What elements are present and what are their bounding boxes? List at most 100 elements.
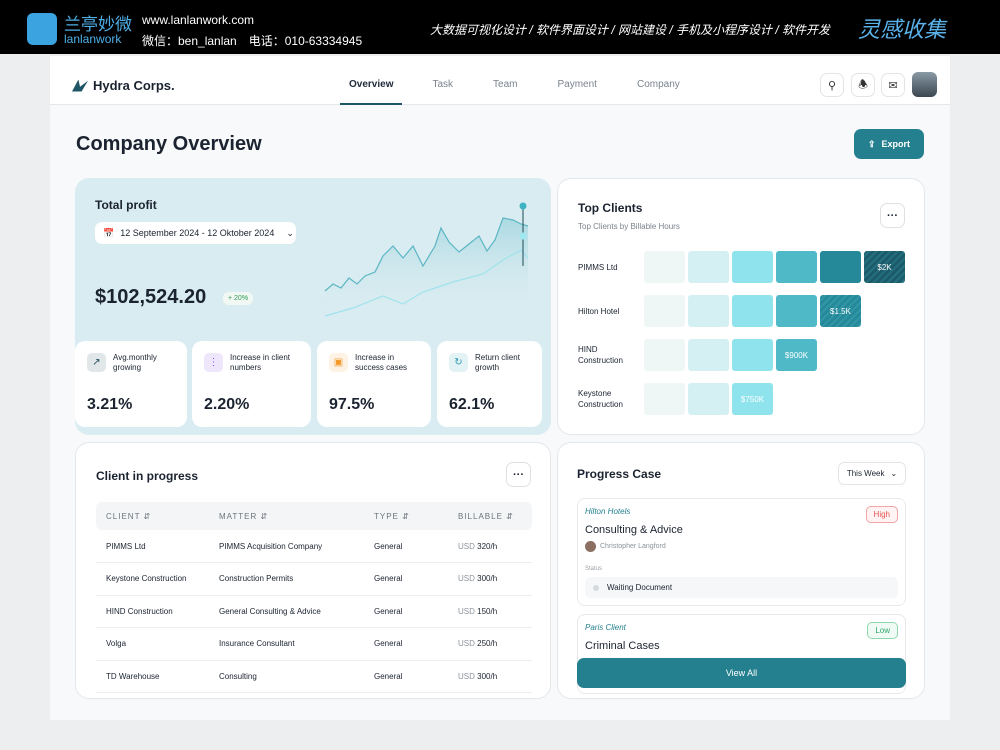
column-label: TYPE [374, 511, 399, 521]
stat-label: Avg.monthly growing [113, 353, 157, 372]
profit-amount: $102,524.20 [95, 286, 207, 308]
top-clients-card: Top Clients Top Clients by Billable Hour… [557, 178, 925, 435]
column-label: MATTER [219, 511, 258, 521]
heatmap-cell[interactable] [776, 295, 817, 327]
heatmap-cell[interactable] [644, 295, 685, 327]
heatmap-cell[interactable] [644, 251, 685, 283]
more-button[interactable]: ··· [880, 203, 905, 228]
heatmap-cell[interactable] [732, 339, 773, 371]
stat-value: 97.5% [329, 396, 375, 413]
rate: 250/h [477, 639, 498, 649]
page-title: Company Overview [76, 133, 262, 155]
cell-value: $750K [740, 394, 765, 404]
client-cell: Keystone Construction [96, 562, 209, 596]
heatmap-cell[interactable]: $750K [732, 383, 773, 415]
card-title: Progress Case [577, 467, 662, 481]
stat-card: ↻ Return client growth 62.1% [437, 341, 542, 427]
banner-logo [27, 13, 57, 45]
heatmap-row: PIMMS Ltd $2K [578, 251, 908, 283]
priority-badge: Low [867, 622, 898, 639]
table-row[interactable]: Volga Insurance Consultant General USD 250/… [96, 627, 532, 661]
assignee-name: Christopher Langford [600, 543, 666, 550]
heatmap-cell[interactable] [644, 339, 685, 371]
banner-services: 大数据可视化设计 / 软件界面设计 / 网站建设 / 手机及小程序设计 / 软件… [430, 23, 831, 37]
heatmap-cell[interactable] [820, 251, 861, 283]
total-profit-card: Total profit 📅 12 September 2024 - 12 Okt… [75, 178, 551, 435]
heatmap-cell[interactable] [732, 295, 773, 327]
card-subtitle: Top Clients by Billable Hours [578, 222, 680, 231]
rate: 300/h [477, 574, 498, 584]
tab-team[interactable]: Team [493, 79, 518, 90]
table-row[interactable]: HIND Construction General Consulting & Ad… [96, 595, 532, 628]
status-value: Waiting Document [607, 583, 673, 592]
billable-cell: USD 250/h [448, 627, 532, 661]
matter-cell: Construction Permits [209, 562, 364, 596]
stat-card: ↗ Avg.monthly growing 3.21% [75, 341, 187, 427]
nav-tabs: Overview Task Team Payment Company [340, 56, 700, 105]
matter-cell: PIMMS Acquisition Company [209, 530, 364, 563]
sort-icon: ⇵ [402, 511, 410, 521]
notification-button[interactable]: 🕭 [851, 73, 875, 97]
currency: USD [458, 541, 475, 551]
sort-icon: ⇵ [260, 511, 269, 521]
search-icon: ⚲ [827, 79, 837, 92]
heatmap-cell[interactable] [688, 339, 729, 371]
heatmap-cell[interactable] [688, 383, 729, 415]
tab-company[interactable]: Company [636, 79, 680, 90]
billable-cell: USD 300/h [448, 562, 532, 596]
client-name: Keystone Construction [578, 389, 623, 409]
stat-label: Increase in success cases [355, 353, 408, 372]
case-item[interactable]: Hilton Hotels Consulting & Advice High C… [577, 498, 906, 606]
client-cell: TD Warehouse [96, 660, 209, 693]
card-title: Total profit [95, 198, 157, 212]
date-range-picker[interactable]: 📅 12 September 2024 - 12 Oktober 2024 ⌄ [95, 222, 296, 244]
period-dropdown[interactable]: This Week ⌄ [838, 462, 906, 485]
tab-payment[interactable]: Payment [557, 79, 597, 90]
heatmap-cell[interactable] [688, 251, 729, 283]
progress-case-card: Progress Case This Week ⌄ Hilton Hotels C… [557, 442, 925, 699]
cell-value: $2K [877, 262, 892, 272]
series-line-2 [324, 249, 529, 317]
user-avatar[interactable] [912, 72, 937, 97]
export-button[interactable]: ⇪ Export [854, 129, 924, 159]
chevron-down-icon: ⌄ [890, 469, 898, 478]
column-header[interactable]: TYPE ⇵ [364, 502, 448, 530]
heatmap-cell[interactable] [732, 251, 773, 283]
tab-task[interactable]: Task [432, 79, 454, 90]
column-label: CLIENT [106, 511, 141, 521]
heatmap-row: Hilton Hotel $1.5K [578, 295, 908, 327]
search-button[interactable]: ⚲ [820, 73, 844, 97]
client-cell: HIND Construction [96, 595, 209, 628]
inbox-button[interactable]: ✉ [881, 73, 905, 97]
table-row[interactable]: Keystone Construction Construction Permit… [96, 562, 532, 596]
case-client: Paris Client [585, 623, 626, 632]
client-cell: PIMMS Ltd [96, 530, 209, 563]
status-dot-icon [593, 584, 599, 591]
client-name: HIND Construction [578, 345, 623, 365]
banner-sub: lanlanwork [64, 32, 122, 46]
heatmap-cell[interactable]: $1.5K [820, 295, 861, 327]
cell-value: $1.5K [830, 306, 851, 316]
currency: USD [458, 671, 475, 681]
column-header[interactable]: BILLABLE ⇵ [448, 502, 532, 530]
tab-overview[interactable]: Overview [340, 56, 403, 105]
table-row[interactable]: PIMMS Ltd PIMMS Acquisition Company Genera… [96, 530, 532, 563]
sort-icon: ⇵ [143, 511, 152, 521]
logo[interactable]: Hydra Corps. [72, 78, 175, 93]
heatmap-cell[interactable] [776, 251, 817, 283]
banner-name: 兰亭妙微 [64, 15, 132, 34]
stat-value: 2.20% [204, 396, 250, 413]
heatmap-cell[interactable]: $2K [864, 251, 905, 283]
column-label: BILLABLE [458, 511, 503, 521]
heatmap-cell[interactable]: $900K [776, 339, 817, 371]
heatmap-cell[interactable] [688, 295, 729, 327]
column-header[interactable]: CLIENT ⇵ [96, 502, 209, 530]
currency: USD [458, 574, 475, 584]
table-row[interactable]: TD Warehouse Consulting General USD 300/h [96, 660, 532, 693]
client-in-progress-card: Client in progress ··· CLIENT ⇵ MATTER ⇵ T… [75, 442, 551, 699]
column-header[interactable]: MATTER ⇵ [209, 502, 364, 530]
heatmap-cell[interactable] [644, 383, 685, 415]
view-all-button[interactable]: View All [577, 658, 906, 688]
change-badge: + 20% [223, 292, 254, 305]
more-button[interactable]: ··· [506, 462, 531, 487]
